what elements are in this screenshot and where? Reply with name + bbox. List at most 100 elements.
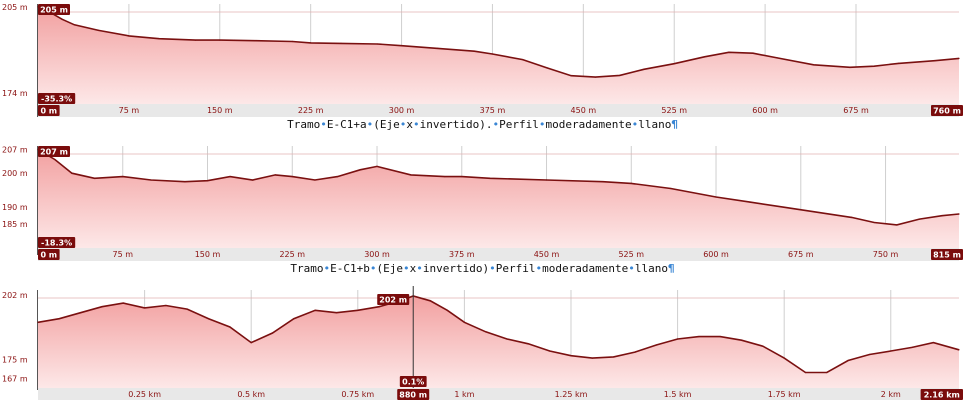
elevation-point	[826, 371, 828, 374]
elevation-point	[376, 43, 378, 45]
elevation-point	[546, 67, 548, 69]
elevation-point	[873, 65, 875, 67]
elevation-point	[194, 39, 197, 41]
x-end-badge: 2.16 km	[920, 389, 963, 400]
elevation-point	[61, 18, 63, 20]
elevation-point	[158, 38, 160, 40]
elevation-point	[570, 355, 572, 357]
elevation-point	[849, 66, 851, 68]
elevation-point	[314, 309, 316, 311]
y-tick-label: 190 m	[2, 203, 28, 212]
svg-text:0 m: 0 m	[40, 251, 57, 260]
x-tick-label: 525 m	[661, 106, 687, 115]
elevation-point	[783, 206, 785, 208]
x-tick-label: 675 m	[843, 106, 869, 115]
x-tick-label: 225 m	[298, 106, 324, 115]
x-tick-label: 450 m	[534, 250, 560, 259]
x-tick-label: 75 m	[119, 106, 140, 115]
x-tick-label: 2 km	[881, 390, 901, 399]
elevation-point	[896, 224, 898, 226]
svg-text:205 m: 205 m	[40, 6, 68, 15]
elevation-point	[958, 349, 960, 351]
x-tick-label: 675 m	[788, 250, 814, 259]
elevation-point	[958, 57, 960, 60]
elevation-line	[37, 148, 960, 226]
elevation-point	[410, 174, 412, 176]
elevation-point	[208, 318, 210, 320]
elevation-point	[677, 338, 679, 340]
svg-text:-35.3%: -35.3%	[41, 95, 72, 104]
elevation-point	[252, 179, 254, 181]
elevation-point	[101, 306, 103, 308]
elevation-point	[911, 346, 913, 348]
elevation-point	[591, 357, 593, 359]
elevation-chart-1: 75 m 150 m 225 m 300 m 375 m 450 m 525 m 600 m 6…	[0, 0, 965, 138]
elevation-point	[446, 309, 448, 311]
elevation-point	[219, 39, 221, 41]
elevation-point	[293, 318, 295, 320]
elevation-point	[643, 68, 645, 70]
max-elevation-badge: 205 m	[38, 4, 70, 15]
x-end-badge: 760 m	[931, 105, 963, 116]
elevation-point	[122, 176, 124, 178]
elevation-point	[437, 47, 439, 50]
x-tick-label: 1.75 km	[768, 390, 801, 399]
elevation-point	[150, 179, 152, 181]
elevation-point	[229, 176, 231, 178]
elevation-point	[73, 24, 75, 26]
elevation-point	[357, 309, 359, 311]
y-tick-label: 207 m	[2, 145, 28, 154]
x-tick-label: 375 m	[480, 106, 506, 115]
elevation-point	[634, 351, 636, 353]
elevation-point	[594, 76, 597, 78]
elevation-point	[783, 357, 785, 359]
elevation-area	[38, 296, 959, 388]
elevation-point	[897, 62, 900, 64]
x-tick-label: 150 m	[195, 250, 221, 259]
elevation-point	[336, 176, 339, 178]
elevation-point	[359, 169, 361, 171]
elevation-point	[813, 64, 815, 66]
elevation-point	[485, 331, 487, 333]
elevation-point	[749, 201, 751, 203]
svg-text:880 m: 880 m	[399, 391, 427, 400]
elevation-point	[401, 45, 403, 47]
elevation-point	[80, 312, 82, 314]
svg-text:207 m: 207 m	[40, 148, 68, 157]
slope-badge: -18.3%	[38, 237, 76, 248]
slope-badge: -35.3%	[38, 93, 76, 104]
elevation-point	[613, 356, 615, 358]
elevation-point	[703, 56, 706, 58]
elevation-point	[655, 344, 657, 346]
elevation-point	[340, 42, 342, 45]
chart-svg-1: 75 m 150 m 225 m 300 m 375 m 450 m 525 m 600 m 6…	[2, 3, 963, 117]
elevation-point	[144, 307, 146, 309]
elevation-point	[378, 306, 380, 308]
elevation-point	[762, 345, 764, 347]
x-tick-label: 1 km	[454, 390, 474, 399]
x-tick-label: 600 m	[752, 106, 778, 115]
elevation-point	[506, 338, 508, 340]
x-tick-label: 150 m	[207, 106, 233, 115]
caption-text: Tramo•E-C1+a•(Eje•x•invertido).•Perfil•m…	[287, 118, 678, 131]
elevation-point	[314, 179, 316, 181]
elevation-point	[186, 308, 188, 310]
elevation-point	[274, 174, 276, 176]
elevation-point	[444, 176, 446, 178]
elevation-point	[206, 180, 209, 182]
x-tick-label: 0.75 km	[341, 390, 374, 399]
x-tick-label: 450 m	[571, 106, 597, 115]
x-axis-band	[38, 388, 959, 400]
elevation-point	[255, 40, 257, 42]
chart-caption-1: Tramo•E-C1+a•(Eje•x•invertido).•Perfil•m…	[0, 118, 965, 131]
elevation-area	[38, 149, 959, 248]
y-tick-label: 175 m	[2, 355, 28, 364]
y-tick-label: 185 m	[2, 220, 28, 229]
cursor-position-badge: 880 m	[397, 389, 430, 400]
elevation-point	[122, 302, 124, 304]
x-tick-label: 375 m	[449, 250, 475, 259]
elevation-point	[851, 216, 853, 218]
elevation-point	[98, 29, 100, 31]
x-tick-label: 225 m	[279, 250, 305, 259]
x-start-badge: 0 m	[38, 249, 60, 260]
